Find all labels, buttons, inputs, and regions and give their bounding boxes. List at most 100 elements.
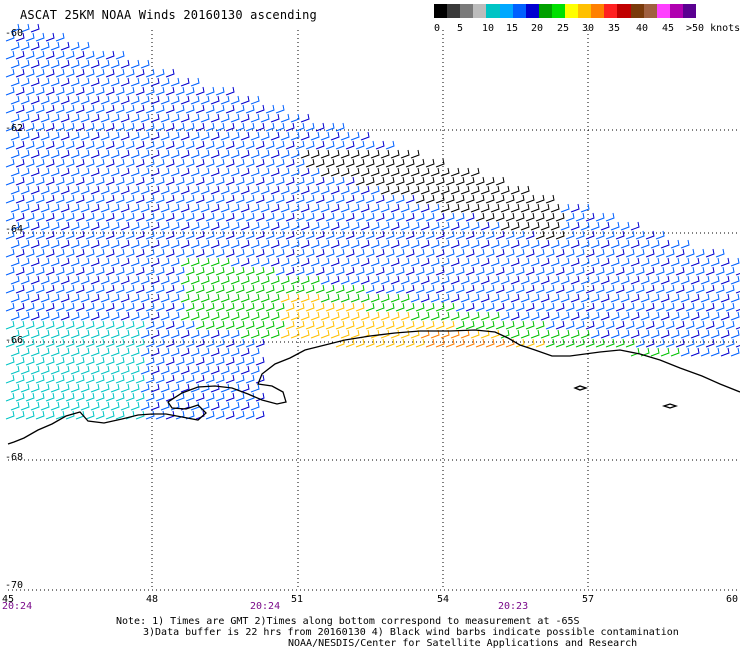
wind-barb [125,104,135,114]
wind-barb [425,230,435,240]
wind-barb [490,293,500,303]
wind-barb [440,203,450,213]
wind-barb [150,311,160,321]
wind-barb [85,338,95,348]
wind-barb [55,392,65,402]
wind-barb [285,230,295,240]
wind-barb [95,374,105,384]
wind-barb [155,86,165,96]
wind-barb [60,383,70,393]
wind-barb [435,248,445,258]
wind-barb [105,338,115,348]
wind-barb [305,230,315,240]
wind-barb [540,203,550,213]
wind-barb [50,365,60,375]
wind-barb [5,320,15,330]
wind-barb [310,131,320,141]
wind-barb [370,329,380,339]
wind-barb [125,122,135,132]
wind-barb [215,266,225,276]
wind-barb [180,365,190,375]
wind-barb [100,347,110,357]
wind-barb [505,248,515,258]
wind-barb [280,293,290,303]
wind-barb [75,104,85,114]
wind-barb [240,239,250,249]
wind-barb [290,275,300,285]
wind-barb [95,338,105,348]
wind-barb [115,320,125,330]
wind-barb [130,113,140,123]
wind-barb [205,86,215,96]
wind-barb [725,338,735,348]
wind-barb [50,329,60,339]
wind-barb [20,95,30,105]
wind-barb [410,167,420,177]
wind-barb [700,311,710,321]
wind-barb [15,158,25,168]
wind-barb [155,410,165,420]
wind-barb [275,122,285,132]
wind-barb [155,356,165,366]
legend-swatch [591,4,605,18]
wind-barb [35,140,45,150]
wind-barb [385,176,395,186]
wind-barb [190,77,200,87]
wind-barb [365,140,375,150]
wind-barb [110,311,120,321]
wind-barb [295,266,305,276]
wind-barb [365,158,375,168]
wind-barb [195,302,205,312]
wind-barb [730,257,740,267]
wind-barb [570,293,580,303]
wind-barb [200,275,210,285]
wind-barb [515,230,525,240]
wind-barb [135,338,145,348]
wind-barb [280,275,290,285]
wind-barb [20,59,30,69]
wind-barb [130,167,140,177]
wind-barb [305,194,315,204]
wind-barb [255,212,265,222]
wind-barb [35,248,45,258]
wind-barb [95,320,105,330]
wind-barb [115,266,125,276]
wind-barb [585,338,595,348]
wind-barb [45,176,55,186]
wind-barb [385,194,395,204]
wind-barb [495,194,505,204]
wind-barb [235,374,245,384]
wind-barb [5,302,15,312]
wind-barb [600,329,610,339]
wind-barb [580,203,590,213]
wind-barb [40,239,50,249]
wind-barb [20,185,30,195]
legend-swatch [565,4,579,18]
note-line-3: NOAA/NESDIS/Center for Satellite Applica… [288,638,638,649]
wind-barb [260,149,270,159]
wind-barb [30,41,40,51]
wind-barb [15,176,25,186]
legend-swatch [499,4,514,18]
wind-barb [230,311,240,321]
wind-barb [255,248,265,258]
wind-barb [150,329,160,339]
wind-barb [160,347,170,357]
wind-barb [640,329,650,339]
wind-barb [60,59,70,69]
wind-barb [120,95,130,105]
wind-barb [90,365,100,375]
wind-barb [190,347,200,357]
wind-barb [420,257,430,267]
wind-barb [375,338,385,348]
wind-barb [655,248,665,258]
wind-barb [500,329,510,339]
wind-barb [495,176,505,186]
wind-barb [375,284,385,294]
wind-barb [375,212,385,222]
legend-label-40: 40 [636,23,649,34]
wind-barb [490,257,500,267]
wind-barb [90,275,100,285]
wind-barb [485,266,495,276]
